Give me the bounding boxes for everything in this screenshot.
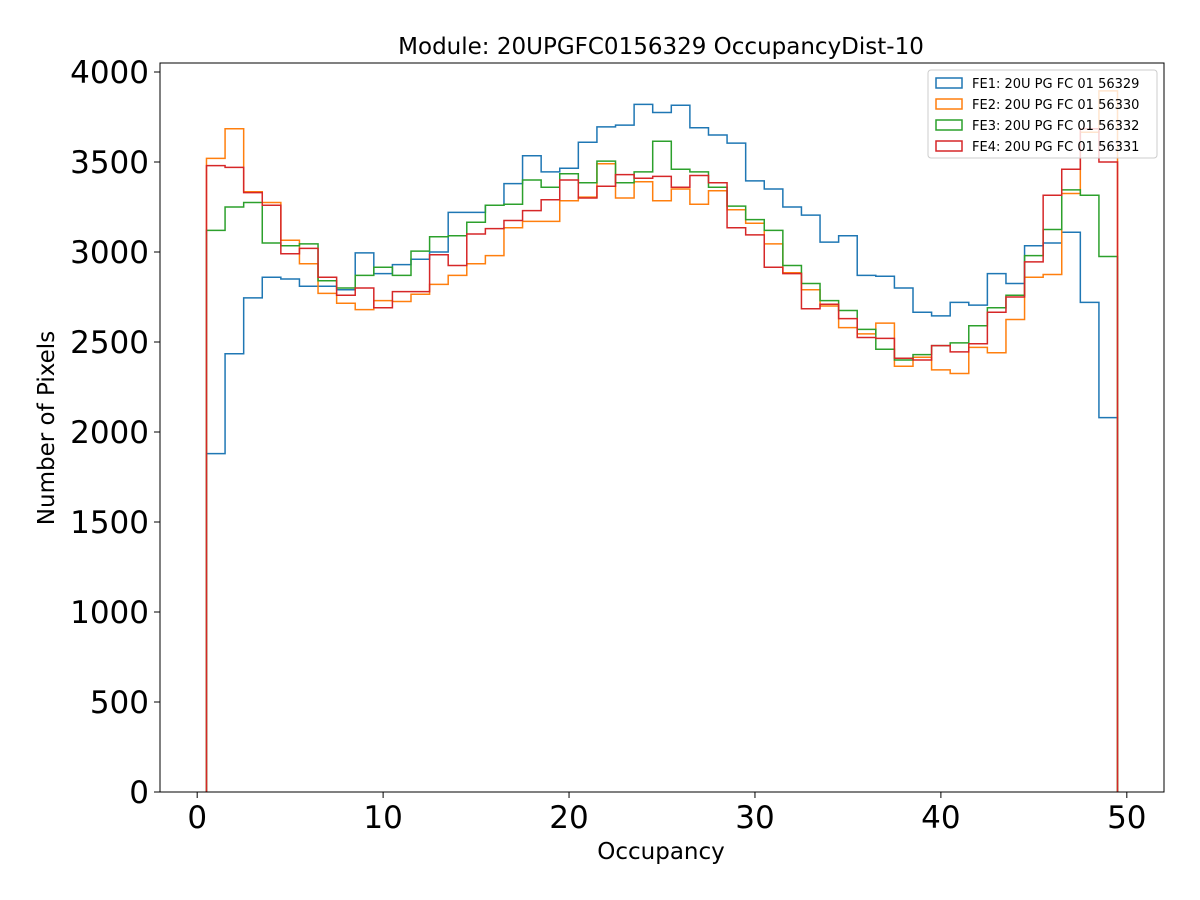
y-tick-label: 1000: [70, 595, 149, 631]
y-tick-label: 3500: [70, 145, 149, 181]
series-line-fe1: [205, 103, 1119, 792]
y-tick-label: 4000: [70, 55, 149, 91]
x-axis-ticks: 0 10 20 30 40 50: [187, 792, 1147, 836]
series-line-fe3: [205, 140, 1119, 792]
legend-swatch-fe1: [935, 77, 963, 89]
series-line-fe4: [205, 127, 1119, 792]
y-tick-label: 2000: [70, 415, 149, 451]
x-tick-label: 50: [1107, 800, 1146, 836]
plot-frame: [159, 62, 1165, 793]
legend-swatch-fe2: [935, 98, 963, 110]
plot-series: [205, 90, 1119, 792]
legend: FE1: 20U PG FC 01 56329 FE2: 20U PG FC 01…: [927, 69, 1158, 159]
x-tick-label: 10: [363, 800, 402, 836]
x-tick-label: 20: [549, 800, 588, 836]
legend-label-fe1: FE1: 20U PG FC 01 56329: [972, 77, 1139, 92]
legend-swatch-fe3: [935, 119, 963, 131]
legend-label-fe2: FE2: 20U PG FC 01 56330: [972, 98, 1139, 113]
x-axis-label: Occupancy: [597, 839, 725, 865]
series-line-fe2: [205, 90, 1119, 792]
legend-swatch-fe4: [935, 140, 963, 152]
y-axis-label: Number of Pixels: [34, 331, 60, 525]
y-axis-ticks: 0 500 1000 1500 2000 2500 3000 3500 4000: [70, 55, 160, 811]
x-tick-label: 30: [735, 800, 774, 836]
y-tick-label: 0: [129, 775, 149, 811]
x-tick-label: 40: [921, 800, 960, 836]
chart-title: Module: 20UPGFC0156329 OccupancyDist-10: [398, 34, 924, 60]
y-tick-label: 3000: [70, 235, 149, 271]
legend-label-fe3: FE3: 20U PG FC 01 56332: [972, 119, 1139, 134]
x-tick-label: 0: [187, 800, 207, 836]
y-tick-label: 1500: [70, 505, 149, 541]
y-tick-label: 500: [90, 685, 149, 721]
legend-label-fe4: FE4: 20U PG FC 01 56331: [972, 140, 1139, 155]
y-tick-label: 2500: [70, 325, 149, 361]
legend-box: [927, 69, 1158, 159]
